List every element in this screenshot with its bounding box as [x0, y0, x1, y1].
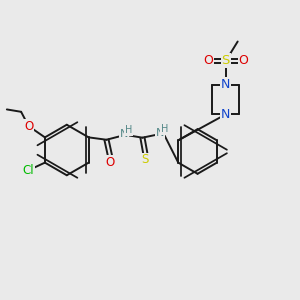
Text: S: S	[222, 54, 230, 67]
Text: O: O	[203, 54, 213, 67]
Text: Cl: Cl	[23, 164, 34, 177]
Text: O: O	[24, 120, 33, 133]
Text: H: H	[125, 125, 132, 135]
Text: H: H	[161, 124, 168, 134]
Text: O: O	[105, 155, 115, 169]
Text: S: S	[142, 154, 149, 166]
Text: O: O	[239, 54, 249, 67]
Text: N: N	[221, 78, 230, 91]
Text: N: N	[119, 129, 128, 139]
Text: N: N	[155, 128, 164, 138]
Text: N: N	[221, 108, 230, 121]
